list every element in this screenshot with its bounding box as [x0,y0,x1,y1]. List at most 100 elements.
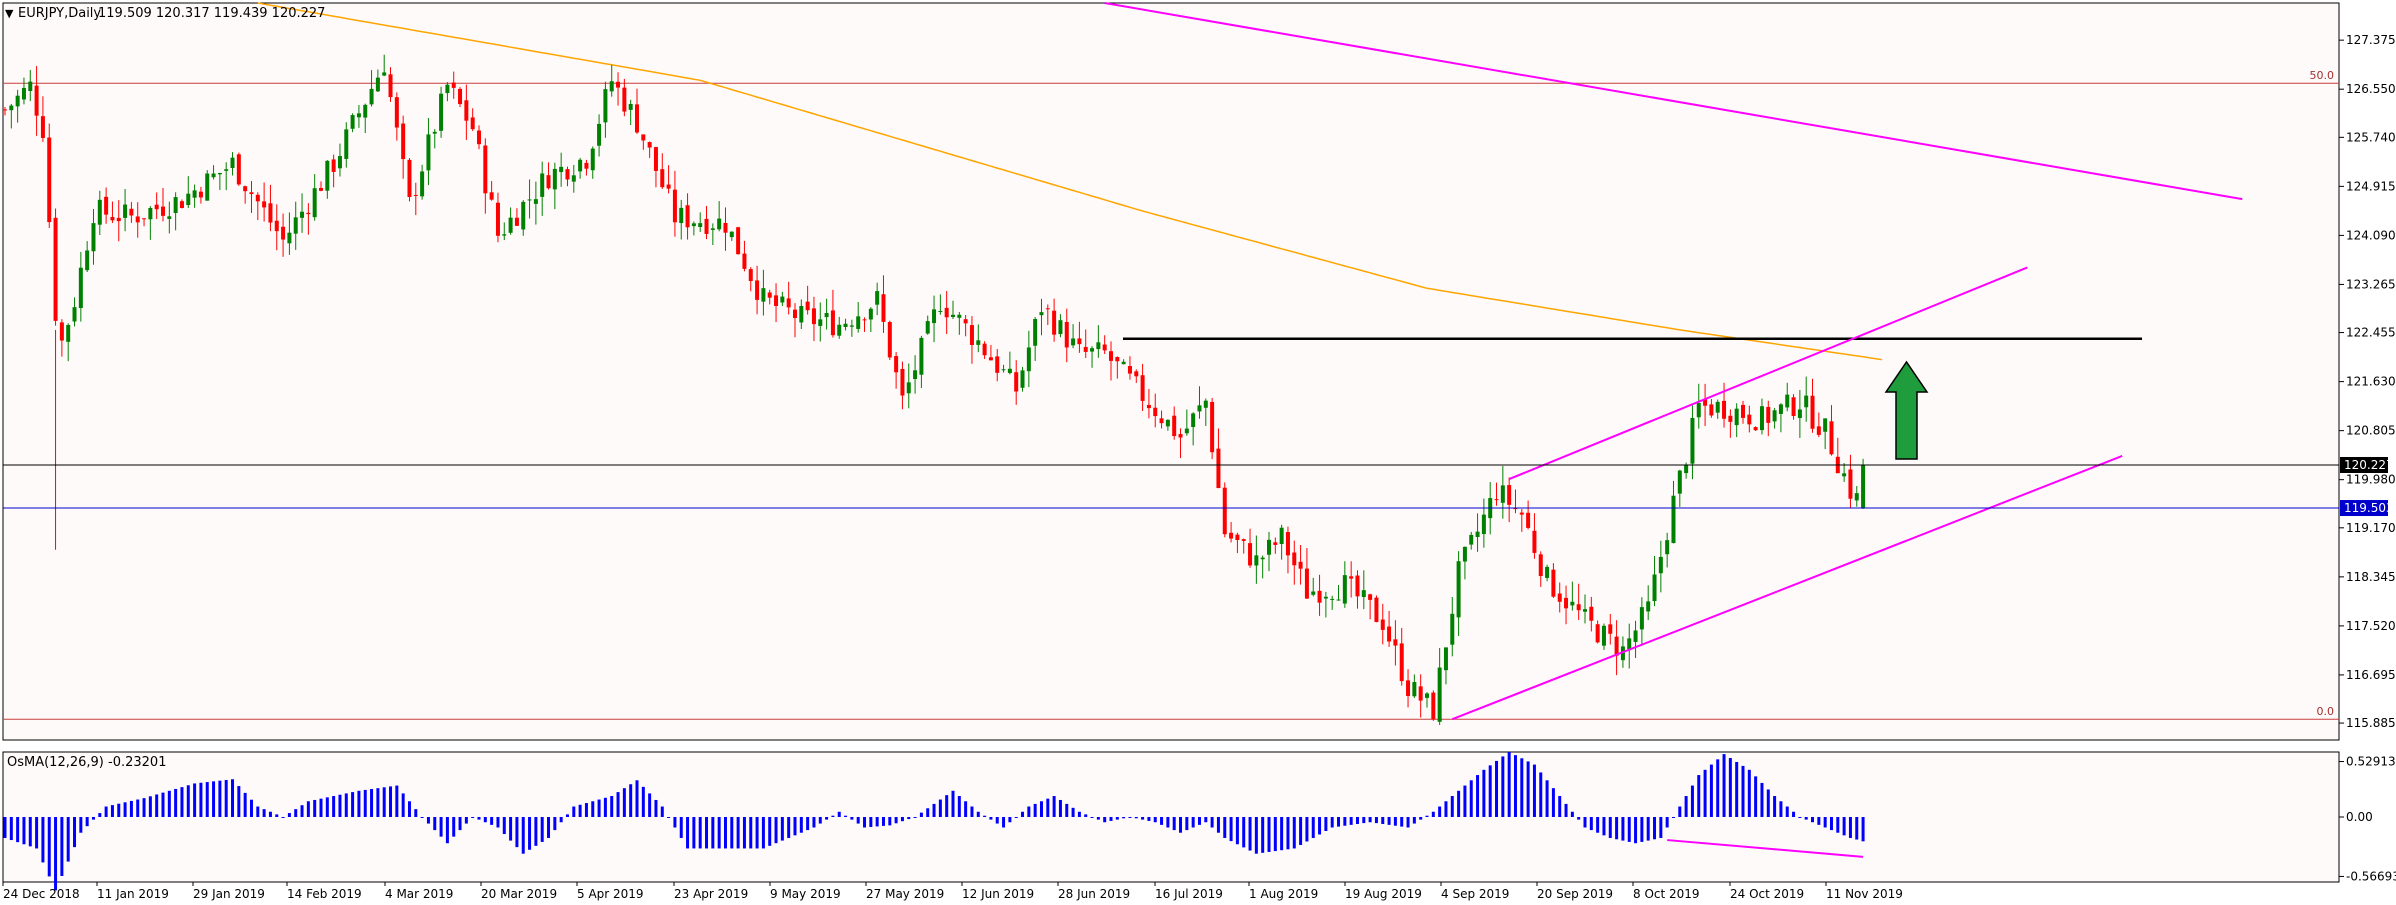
candle [110,201,115,224]
candle [641,134,646,150]
candle-body [420,171,425,197]
osma-bar [1482,769,1486,817]
candle-body [1431,692,1436,720]
osma-bar [1141,817,1145,820]
candle [382,54,387,77]
candle-body [1317,590,1322,603]
candle-body [1443,647,1448,671]
candle-body [464,100,469,121]
candle-body [742,253,747,269]
candle [1658,540,1663,593]
candle [710,223,715,245]
candle-body [1684,465,1689,474]
osma-bar [224,779,228,817]
candle-body [1601,625,1606,646]
osma-bar [1792,811,1796,817]
candle-body [691,223,696,227]
candle-body [1747,414,1752,425]
osma-bar [1090,817,1094,818]
candle-body [1425,693,1429,698]
candle [135,202,140,238]
y-tick-label: 124.915 [2346,179,2396,193]
candle-body [1298,561,1303,569]
candle [1039,298,1044,336]
candle-body [1589,606,1594,621]
candle-body [1829,421,1834,455]
candle-body [173,197,178,214]
candle-body [1715,401,1720,413]
candle-body [1753,427,1758,431]
dropdown-icon[interactable]: ▼ [5,7,14,20]
osma-bar [1147,817,1151,821]
candle [1260,555,1265,579]
candle [40,96,45,142]
candle [976,324,981,353]
osma-bar [1242,817,1246,848]
osma-bar [1823,817,1827,828]
x-tick-label: 8 Oct 2019 [1633,887,1700,901]
candle-body [527,199,532,201]
candle [1507,477,1512,523]
candle-body [59,322,64,341]
candle-body [1222,487,1227,535]
candle [1519,509,1524,532]
candle [312,174,317,221]
candle-body [325,160,330,191]
candle [1431,690,1436,721]
osma-bar [1381,817,1385,824]
candle [1772,407,1777,429]
up-arrow-icon [1884,360,1929,460]
candle [540,161,545,216]
candle [1134,369,1139,383]
candle [628,99,633,126]
osma-bar [787,817,791,838]
osma-panel [2,751,2340,883]
osma-bar [129,800,133,817]
candle [1406,669,1411,708]
candle-body [91,223,96,252]
candle [1241,538,1246,554]
candle [1715,399,1720,419]
candle [1216,428,1221,489]
candle [1829,405,1834,456]
osma-bar [16,817,20,843]
candle-body [1368,594,1373,600]
candle [1210,397,1215,460]
osma-bar [325,797,329,817]
candle [1810,378,1815,433]
osma-bar [439,817,443,837]
x-tick-label: 19 Aug 2019 [1345,887,1422,901]
osma-bar [913,817,917,818]
candle-body [47,137,52,223]
osma-bar [1419,817,1423,820]
osma-bar [1855,817,1859,840]
candle [489,181,494,201]
candle-body [793,309,797,319]
candle-body [167,216,172,219]
candle [963,314,968,337]
osma-bar [660,806,664,817]
osma-bar [1406,817,1410,828]
candle [1191,412,1196,446]
candle [217,172,222,191]
candle [944,291,949,334]
candle [1545,564,1550,582]
candle-body [976,340,981,345]
osma-bar [174,788,178,817]
candle-body [1703,399,1708,406]
osma-bar [1741,765,1745,817]
candle-body [344,129,349,159]
candle-body [1772,410,1777,422]
fib-level-label: 0.0 [2317,705,2335,718]
candle-body [628,103,633,110]
osma-bar [565,814,569,817]
candle [653,146,658,188]
candle [514,208,519,226]
candle-body [123,204,128,218]
candle-body [1608,624,1613,634]
x-tick-label: 29 Jan 2019 [193,887,265,901]
candle-body [1842,473,1847,477]
candle-body [685,205,690,228]
candle [1222,482,1227,538]
osma-bar [1627,817,1631,842]
